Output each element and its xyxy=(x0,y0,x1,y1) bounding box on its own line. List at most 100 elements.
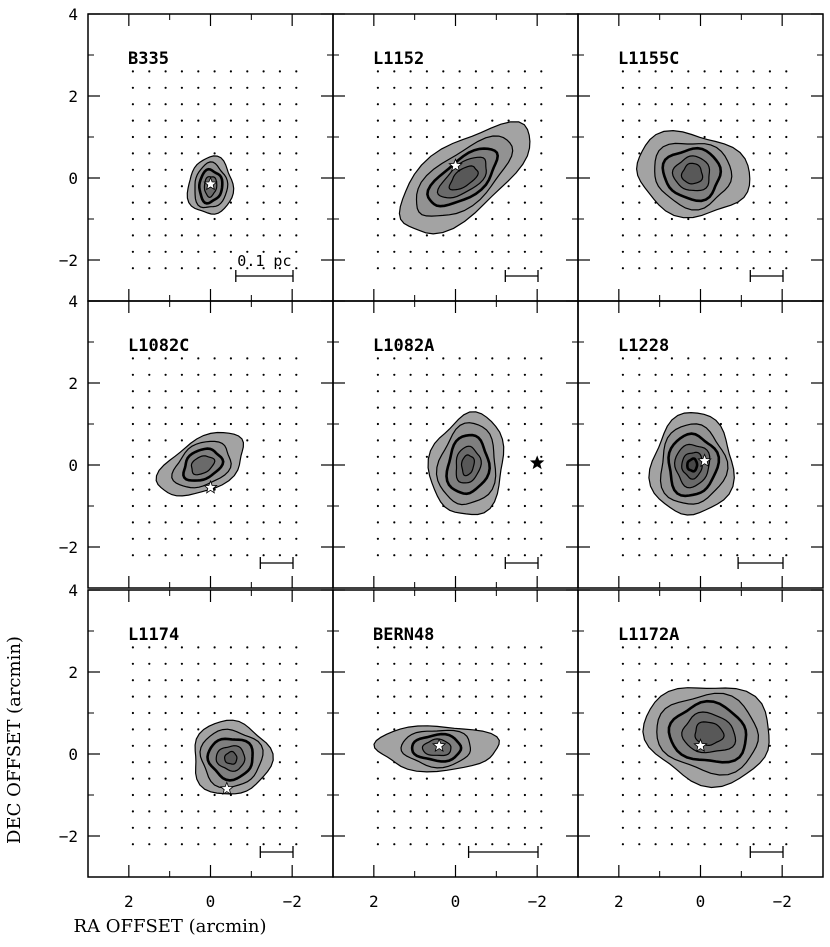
sample-dot xyxy=(719,373,723,376)
sample-dot xyxy=(262,695,265,698)
x-tick-label: 0 xyxy=(696,892,706,911)
sample-dot xyxy=(458,103,461,106)
sample-dot xyxy=(393,537,396,540)
sample-dot xyxy=(393,826,396,829)
sample-dot xyxy=(474,826,477,829)
sample-dot xyxy=(393,728,396,731)
sample-dot xyxy=(295,422,298,426)
sample-dot xyxy=(425,357,428,360)
sample-dot xyxy=(278,488,281,491)
sample-dot xyxy=(768,554,772,557)
sample-dot xyxy=(131,185,134,188)
sample-dot xyxy=(458,554,461,557)
sample-dot xyxy=(295,728,298,731)
sample-dot xyxy=(148,357,151,360)
sample-dot xyxy=(507,390,510,393)
sample-dot xyxy=(148,86,151,89)
sample-dot xyxy=(670,119,674,122)
sample-dot xyxy=(180,646,183,649)
sample-dot xyxy=(409,250,412,253)
x-tick-label: −2 xyxy=(283,892,302,911)
sample-dot xyxy=(703,662,706,665)
protostar-star-icon xyxy=(448,158,463,172)
sample-dot xyxy=(654,679,657,682)
sample-dot xyxy=(752,777,755,780)
y-tick-label: −2 xyxy=(59,251,78,270)
sample-dot xyxy=(507,646,510,649)
panel-bern48: BERN48 xyxy=(332,589,579,878)
sample-dot xyxy=(638,826,641,829)
sample-dot xyxy=(442,103,445,106)
sample-dot xyxy=(376,826,379,829)
sample-dot xyxy=(229,135,232,139)
protostar-star-icon xyxy=(697,453,712,468)
sample-dot xyxy=(246,201,249,204)
sample-dot xyxy=(474,646,477,649)
sample-dot xyxy=(376,103,379,106)
sample-dot xyxy=(670,250,674,253)
sample-dot xyxy=(409,843,412,846)
sample-dot xyxy=(458,119,461,122)
sample-dot xyxy=(295,168,298,171)
sample-dot xyxy=(213,504,216,508)
panel-label: L1155C xyxy=(618,49,679,69)
sample-dot xyxy=(409,777,412,780)
sample-dot xyxy=(442,234,445,237)
sample-dot xyxy=(197,646,200,649)
sample-dot xyxy=(523,439,527,442)
sample-dot xyxy=(638,793,641,797)
sample-dot xyxy=(752,679,755,682)
sample-dot xyxy=(458,826,461,829)
sample-dot xyxy=(180,504,183,508)
sample-dot xyxy=(262,86,265,89)
sample-dot xyxy=(736,472,739,475)
sample-dot xyxy=(687,406,690,409)
sample-dot xyxy=(768,119,772,122)
sample-dot xyxy=(458,357,461,360)
sample-dot xyxy=(638,679,641,682)
sample-dot xyxy=(621,373,625,376)
sample-dot xyxy=(491,646,494,649)
sample-dot xyxy=(131,152,134,155)
sample-dot xyxy=(229,406,232,409)
sample-dot xyxy=(164,250,167,253)
sample-dot xyxy=(687,521,690,524)
protostar-star-icon xyxy=(431,738,447,753)
x-axis-title: RA OFFSET (arcmin) xyxy=(73,916,266,937)
sample-dot xyxy=(295,217,298,221)
sample-dot xyxy=(719,103,723,106)
sample-dot xyxy=(491,711,494,715)
sample-dot xyxy=(409,390,412,393)
sample-dot xyxy=(523,711,527,715)
sample-dot xyxy=(246,119,249,122)
sample-dot xyxy=(621,201,625,204)
sample-dot xyxy=(197,406,200,409)
sample-dot xyxy=(409,711,412,715)
sample-dot xyxy=(425,679,428,682)
sample-dot xyxy=(295,250,298,253)
sample-dot xyxy=(131,357,134,360)
sample-dot xyxy=(409,135,412,139)
sample-dot xyxy=(752,234,755,237)
sample-dot xyxy=(148,119,151,122)
sample-dot xyxy=(523,406,527,409)
sample-dot xyxy=(768,439,772,442)
sample-dot xyxy=(768,86,772,89)
sample-dot xyxy=(295,103,298,106)
sample-dot xyxy=(393,521,396,524)
sample-dot xyxy=(148,826,151,829)
sample-dot xyxy=(262,554,265,557)
sample-dot xyxy=(670,390,674,393)
sample-dot xyxy=(540,554,543,557)
sample-dot xyxy=(491,217,494,221)
sample-dot xyxy=(703,234,706,237)
sample-dot xyxy=(687,793,690,797)
sample-dot xyxy=(131,679,134,682)
sample-dot xyxy=(752,537,755,540)
sample-dot xyxy=(164,119,167,122)
sample-dot xyxy=(148,455,151,458)
sample-dot xyxy=(768,103,772,106)
sample-dot xyxy=(425,103,428,106)
sample-dot xyxy=(491,521,494,524)
sample-dot xyxy=(687,646,690,649)
